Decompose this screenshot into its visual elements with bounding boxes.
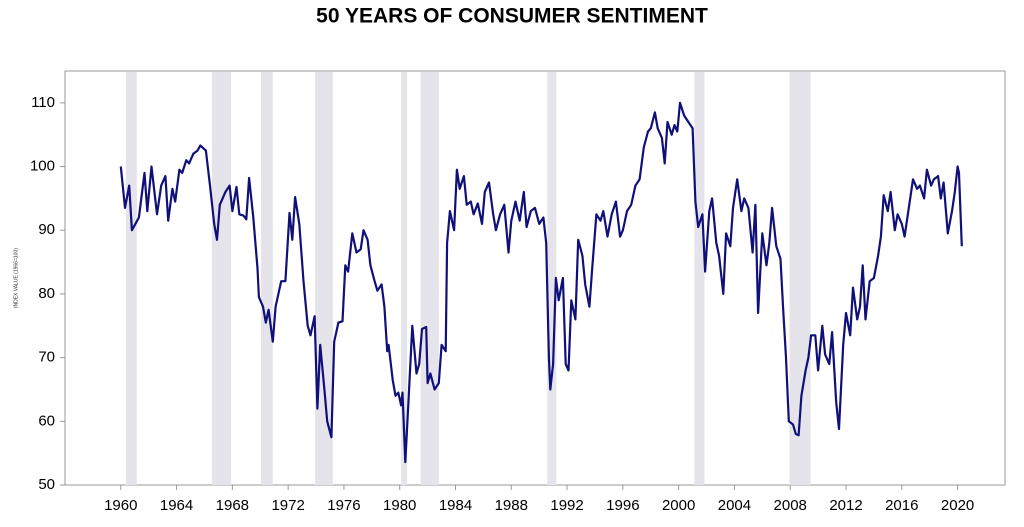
- x-tick-label: 1972: [271, 497, 304, 514]
- x-tick-label: 1964: [160, 497, 193, 514]
- x-tick-label: 2020: [941, 497, 974, 514]
- x-tick-label: 2004: [718, 497, 751, 514]
- recession-band: [401, 72, 408, 485]
- x-tick-label: 1992: [550, 497, 583, 514]
- recession-band: [789, 72, 811, 485]
- y-tick-label: 80: [38, 285, 55, 302]
- x-tick-label: 1980: [383, 497, 416, 514]
- y-tick-label: 60: [38, 412, 55, 429]
- y-tick-label: 70: [38, 349, 55, 366]
- x-tick-label: 2008: [774, 497, 807, 514]
- recession-band: [260, 72, 273, 485]
- x-tick-label: 1988: [495, 497, 528, 514]
- x-tick-label: 2016: [885, 497, 918, 514]
- line-series: [119, 101, 963, 464]
- recession-band: [211, 72, 231, 485]
- x-tick-label: 1996: [606, 497, 639, 514]
- recession-band: [420, 72, 439, 485]
- chart-title: 50 YEARS OF CONSUMER SENTIMENT: [316, 5, 708, 28]
- x-tick-label: 2012: [829, 497, 862, 514]
- recession-band: [547, 72, 557, 485]
- x-tick-label: 1976: [327, 497, 360, 514]
- y-tick-label: 110: [31, 94, 55, 111]
- y-tick-label: 100: [30, 158, 55, 175]
- x-tick-label: 1984: [439, 497, 472, 514]
- y-axis-label: INDEX VALUE (1966=100): [13, 248, 19, 308]
- x-tick-label: 1968: [216, 497, 249, 514]
- x-tick-label: 1960: [104, 497, 137, 514]
- recession-band: [315, 72, 333, 485]
- x-tick-label: 2000: [662, 497, 695, 514]
- y-tick-label: 50: [38, 476, 55, 493]
- recession-band: [125, 72, 137, 485]
- y-tick-label: 90: [38, 221, 55, 238]
- recession-band: [694, 72, 705, 485]
